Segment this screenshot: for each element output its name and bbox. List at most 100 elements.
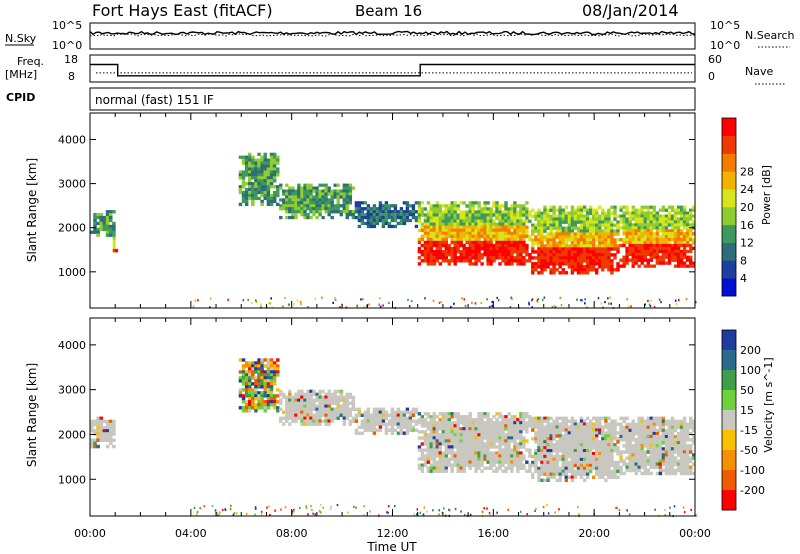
- data-cell: [622, 243, 626, 248]
- data-cell: [607, 457, 611, 462]
- data-cell: [585, 235, 590, 239]
- data-cell: [426, 427, 431, 431]
- data-cell: [456, 243, 460, 248]
- data-cell: [540, 262, 544, 266]
- data-cell: [669, 506, 671, 509]
- data-cell: [378, 425, 383, 429]
- data-cell: [622, 205, 626, 209]
- data-cell: [435, 454, 439, 458]
- data-cell: [576, 271, 581, 275]
- data-cell: [589, 256, 593, 260]
- data-cell: [272, 400, 277, 404]
- data-cell: [694, 301, 697, 304]
- data-cell: [655, 235, 660, 239]
- data-cell: [643, 468, 647, 473]
- data-cell: [540, 235, 544, 239]
- data-cell: [682, 453, 687, 457]
- data-cell: [616, 232, 620, 236]
- data-cell: [519, 418, 523, 422]
- data-cell: [610, 205, 614, 209]
- data-cell: [676, 264, 681, 268]
- data-cell: [435, 210, 439, 214]
- data-cell: [426, 457, 431, 461]
- data-cell: [567, 469, 572, 474]
- data-cell: [655, 441, 660, 445]
- data-cell: [266, 199, 271, 204]
- data-cell: [643, 462, 647, 466]
- data-cell: [480, 421, 484, 425]
- data-cell: [318, 389, 322, 394]
- data-cell: [263, 403, 267, 407]
- data-cell: [674, 299, 677, 302]
- data-cell: [516, 424, 520, 428]
- data-cell: [324, 395, 328, 399]
- data-cell: [450, 216, 454, 220]
- data-cell: [447, 412, 451, 416]
- colorbar-swatch: [722, 390, 736, 411]
- data-cell: [423, 439, 428, 443]
- data-cell: [525, 439, 529, 443]
- data-cell: [489, 262, 493, 266]
- data-cell: [576, 449, 581, 453]
- data-cell: [610, 460, 614, 465]
- data-cell: [248, 185, 252, 189]
- data-cell: [300, 398, 304, 402]
- data-cell: [241, 176, 246, 180]
- data-cell: [655, 416, 660, 421]
- data-cell: [628, 456, 632, 460]
- data-cell: [585, 247, 590, 251]
- data-cell: [93, 419, 97, 424]
- noise-right-tick-bottom: 10^0: [710, 39, 740, 52]
- data-cell: [306, 392, 310, 397]
- data-cell: [263, 196, 267, 201]
- data-cell: [646, 238, 650, 242]
- data-cell: [676, 217, 681, 221]
- data-cell: [661, 447, 666, 451]
- data-cell: [244, 370, 249, 374]
- data-cell: [465, 216, 469, 220]
- data-cell: [604, 440, 608, 444]
- data-cell: [555, 220, 559, 224]
- data-cell: [552, 223, 556, 227]
- data-cell: [456, 240, 460, 245]
- data-cell: [390, 213, 395, 217]
- data-cell: [257, 190, 261, 195]
- data-cell: [93, 227, 97, 231]
- data-cell: [598, 466, 602, 471]
- data-cell: [692, 264, 696, 268]
- data-cell: [489, 240, 493, 245]
- data-cell: [661, 249, 666, 254]
- data-cell: [601, 208, 605, 212]
- data-cell: [366, 410, 371, 414]
- data-cell: [351, 407, 356, 411]
- data-cell: [444, 412, 448, 416]
- data-cell: [282, 189, 286, 193]
- data-cell: [628, 447, 632, 451]
- data-cell: [501, 216, 505, 220]
- data-cell: [405, 207, 410, 211]
- data-cell: [279, 419, 283, 423]
- data-cell: [465, 234, 469, 239]
- data-cell: [241, 196, 246, 201]
- data-cell: [405, 410, 410, 414]
- data-cell: [604, 434, 608, 438]
- data-cell: [384, 210, 389, 214]
- data-cell: [649, 246, 653, 251]
- data-cell: [658, 243, 663, 248]
- data-cell: [450, 246, 454, 251]
- data-cell: [112, 224, 116, 229]
- data-cell: [489, 222, 493, 226]
- data-cell: [450, 451, 454, 455]
- data-cell: [582, 241, 587, 245]
- data-cell: [248, 182, 252, 186]
- data-cell: [616, 229, 620, 233]
- data-cell: [578, 512, 580, 515]
- data-cell: [244, 190, 249, 195]
- data-cell: [689, 249, 693, 254]
- data-cell: [652, 208, 656, 212]
- data-cell: [366, 224, 371, 229]
- data-cell: [456, 216, 460, 220]
- data-cell: [306, 416, 310, 420]
- data-cell: [579, 241, 584, 245]
- data-cell: [595, 449, 599, 453]
